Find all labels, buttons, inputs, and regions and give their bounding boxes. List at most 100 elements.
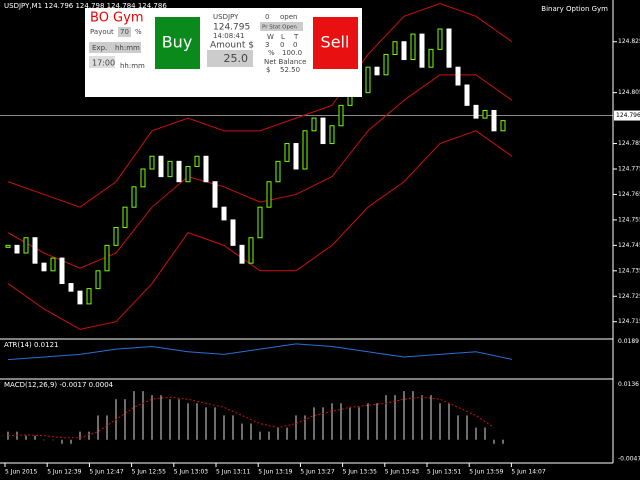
x-tick-label: 5 Jun 13:27 (300, 469, 334, 476)
current-price: 124.796 (616, 112, 640, 119)
candle (185, 165, 191, 183)
candle (410, 33, 416, 61)
payout-unit: % (135, 28, 142, 36)
candle (32, 237, 38, 264)
w-val: 3 (265, 41, 269, 49)
bollinger-band (7, 130, 513, 330)
candle (203, 155, 209, 183)
candle (392, 41, 398, 55)
candle (329, 125, 335, 145)
macd-bar (502, 439, 504, 444)
w: W (267, 33, 274, 41)
candle (140, 168, 146, 188)
x-tick-label: 5 Jun 13:03 (174, 469, 208, 476)
current-price-box (614, 110, 640, 121)
macd-bar (205, 407, 207, 440)
macd-bar (349, 407, 351, 440)
candle (275, 160, 281, 183)
macd-bar (97, 415, 99, 440)
candle (311, 117, 317, 132)
candle (473, 104, 479, 119)
panel-symbol: USDJPY (213, 13, 239, 21)
macd-bar (304, 415, 306, 440)
trade-panel: BO Gym Payout 70 % Exp. hh:mm 17:00 hh:m… (85, 8, 362, 97)
y-tick-label: 124.805 (618, 89, 640, 96)
candle (221, 206, 227, 221)
macd-bar (286, 427, 288, 440)
atr-tick-label: 0.0189 (618, 338, 639, 345)
stat-button[interactable] (260, 22, 303, 31)
macd-bar (475, 427, 477, 440)
candle (176, 160, 182, 183)
candle (401, 41, 407, 61)
macd-bar (232, 415, 234, 440)
macd-bar (313, 407, 315, 440)
exp-label: Exp. (92, 44, 107, 52)
panel-clock: 14:08:41 (213, 32, 244, 40)
bollinger-band (7, 74, 513, 269)
macd-bar (322, 407, 324, 440)
symbol-header: USDJPY,M1 124.796 124.798 124.784 124.78… (4, 2, 167, 10)
macd-bar (277, 427, 279, 440)
y-tick-label: 124.785 (618, 140, 640, 147)
candle (5, 244, 11, 248)
macd-bar (169, 399, 171, 440)
plot (0, 3, 617, 467)
y-tick-label: 124.725 (618, 293, 640, 300)
macd-bar (133, 391, 135, 440)
buy-button[interactable] (155, 17, 200, 69)
candle (248, 237, 254, 264)
y-tick-label: 124.745 (618, 242, 640, 249)
macd-bar (466, 415, 468, 440)
macd-bar (106, 415, 108, 440)
macd-bar (70, 439, 72, 444)
x-tick-label: 5 Jun 13:51 (427, 469, 461, 476)
x-tick-label: 5 Jun 13:43 (385, 469, 419, 476)
candle (212, 181, 218, 208)
amount-box[interactable] (207, 50, 253, 67)
macd-tick-label: 0.0136 (618, 381, 639, 388)
macd-signal (7, 396, 495, 439)
macd-bar (421, 395, 423, 440)
balance-unit: $ (266, 66, 270, 74)
candle (239, 244, 245, 264)
macd-bar (448, 403, 450, 440)
time-format: hh:mm (120, 62, 145, 70)
macd-bar (223, 415, 225, 440)
candle (500, 120, 506, 132)
sell-button[interactable] (313, 17, 358, 69)
macd-bar (214, 407, 216, 440)
macd-bar (484, 427, 486, 440)
l-val: 0 (280, 41, 284, 49)
candle (365, 66, 371, 94)
macd-bar (259, 431, 261, 440)
balance: 52.50 (280, 66, 300, 74)
candle (95, 270, 101, 290)
time-box[interactable] (89, 56, 115, 68)
macd-bar (331, 403, 333, 440)
macd-bar (430, 395, 432, 440)
macd-bar (187, 403, 189, 440)
macd-bar (196, 403, 198, 440)
macd-bar (358, 407, 360, 440)
candle (41, 262, 47, 272)
payout-box[interactable] (118, 27, 131, 37)
candle (68, 283, 74, 292)
candle (338, 104, 344, 127)
amount-label: Amount $ (210, 41, 254, 51)
macd-bar (178, 399, 180, 440)
candle (104, 244, 110, 272)
exp-button[interactable] (89, 42, 141, 53)
macd-bar (142, 391, 144, 440)
macd-bar (88, 431, 90, 440)
macd-bar (268, 431, 270, 440)
x-tick-label: 5 Jun 12:39 (47, 469, 81, 476)
macd-bar (250, 423, 252, 440)
macd-tick-label: -0.0047 (618, 455, 640, 462)
x-tick-label: 5 Jun 12:55 (132, 469, 166, 476)
macd-bar (394, 395, 396, 440)
t-val: 0 (293, 41, 297, 49)
candle (122, 206, 128, 229)
macd-bar (412, 391, 414, 440)
